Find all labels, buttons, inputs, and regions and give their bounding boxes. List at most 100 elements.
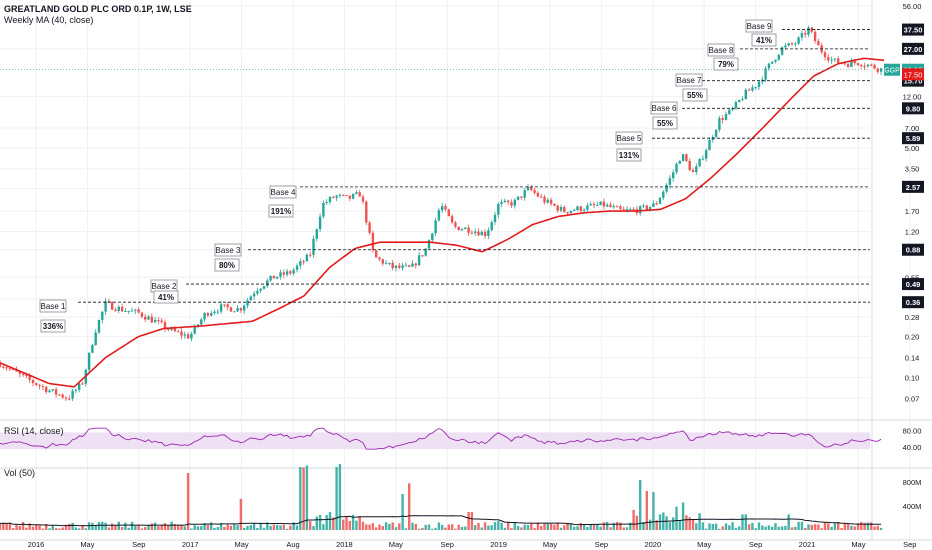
volume-bar [771, 526, 774, 530]
volume-bar [84, 528, 87, 530]
candle-body [183, 334, 186, 336]
base-annotation[interactable]: Base 3 80% [214, 243, 242, 272]
volume-bar [493, 522, 497, 530]
candle-body [61, 394, 64, 398]
candle-body [384, 262, 388, 264]
volume-bar [761, 525, 764, 530]
candle-body [879, 68, 883, 72]
candle-body [526, 186, 530, 191]
volume-bar [150, 523, 153, 530]
volume-bar [804, 527, 807, 530]
volume-bar [68, 523, 71, 530]
level-label-box [902, 243, 924, 256]
volume-bar [520, 527, 523, 530]
candle-body [708, 139, 711, 151]
volume-bar [800, 521, 804, 530]
volume-bar [533, 528, 536, 530]
candle-body [856, 63, 860, 65]
base-annotation[interactable]: Base 2 41% [150, 279, 179, 304]
volume-bar [523, 524, 526, 530]
volume-bar [153, 522, 157, 530]
level-label: 37.50 [902, 23, 924, 36]
base-annotation[interactable]: Base 1 336% [39, 299, 67, 333]
volume-bar [619, 522, 622, 530]
volume-bar [460, 526, 464, 530]
candle-body [470, 232, 474, 234]
volume-bar [345, 516, 348, 530]
volume-bar [863, 522, 866, 530]
volume-bar [754, 528, 757, 530]
volume-bar [780, 526, 784, 530]
base-annotation[interactable]: Base 4 191% [268, 185, 297, 218]
base-annotation[interactable]: Base 9 41% [745, 19, 777, 47]
volume-bar [305, 465, 309, 530]
candle-body [259, 288, 262, 291]
base-annotation[interactable]: Base 7 55% [675, 73, 708, 102]
base-annotation[interactable]: Base 5 131% [615, 131, 643, 162]
candle-body [279, 272, 282, 277]
time-tick-label: May [235, 540, 249, 549]
volume-bar [840, 528, 843, 530]
candle-body [391, 262, 394, 269]
volume-bar [856, 523, 860, 530]
volume-bar [516, 526, 520, 530]
candle-body [804, 33, 807, 35]
candle-body [378, 257, 381, 260]
candle-body [315, 229, 318, 239]
candle-body [226, 304, 229, 308]
volume-bar [35, 525, 38, 530]
candle-body [150, 316, 153, 323]
candle-body [371, 232, 375, 251]
candle-body [289, 271, 292, 274]
volume-bar [91, 522, 94, 530]
volume-bar [695, 523, 698, 530]
volume-bar [427, 524, 431, 530]
volume-bar [784, 525, 787, 530]
candle-body [536, 192, 540, 197]
volume-bar [810, 524, 813, 530]
candle-body [543, 196, 546, 203]
volume-bar [457, 524, 460, 530]
volume-bar [256, 528, 259, 530]
candle-body [705, 150, 708, 159]
candle-body [68, 398, 71, 400]
rsi-pane[interactable] [0, 427, 882, 450]
volume-bar [338, 464, 342, 530]
candle-body [2, 366, 5, 368]
price-tick-label: 0.55 [905, 273, 920, 282]
volume-bar [361, 521, 365, 530]
volume-bar [549, 523, 553, 530]
volume-bar [282, 524, 285, 530]
candle-body [695, 166, 698, 173]
candle-body [243, 305, 246, 311]
level-label-text: 5.89 [906, 134, 921, 143]
candle-body [757, 81, 761, 88]
base-annotation[interactable]: Base 8 79% [707, 43, 739, 71]
candle-body [299, 261, 302, 266]
volume-bar [21, 522, 25, 530]
rsi-band [0, 432, 870, 450]
volume-bar [173, 524, 177, 530]
volume-pane[interactable] [0, 464, 883, 530]
volume-bar [45, 524, 48, 530]
candle-body [490, 221, 493, 231]
candle-body [718, 118, 721, 130]
time-tick-label: 2021 [799, 540, 816, 549]
volume-bar [431, 528, 434, 530]
price-pane[interactable] [0, 25, 885, 401]
volume-bar [648, 519, 652, 530]
candle-body [790, 43, 794, 45]
volume-tick-label: 400M [903, 502, 922, 511]
candle-body [58, 394, 61, 396]
base-annotation[interactable]: Base 6 55% [650, 101, 678, 130]
time-tick-label: Sep [132, 540, 145, 549]
candle-body [728, 109, 731, 115]
candle-body [368, 222, 371, 233]
volume-bar [295, 525, 299, 530]
candle-body [774, 59, 777, 62]
volume-bar [259, 522, 262, 530]
volume-bar [751, 522, 754, 530]
candle-body [615, 206, 619, 208]
volume-bar [724, 523, 728, 530]
